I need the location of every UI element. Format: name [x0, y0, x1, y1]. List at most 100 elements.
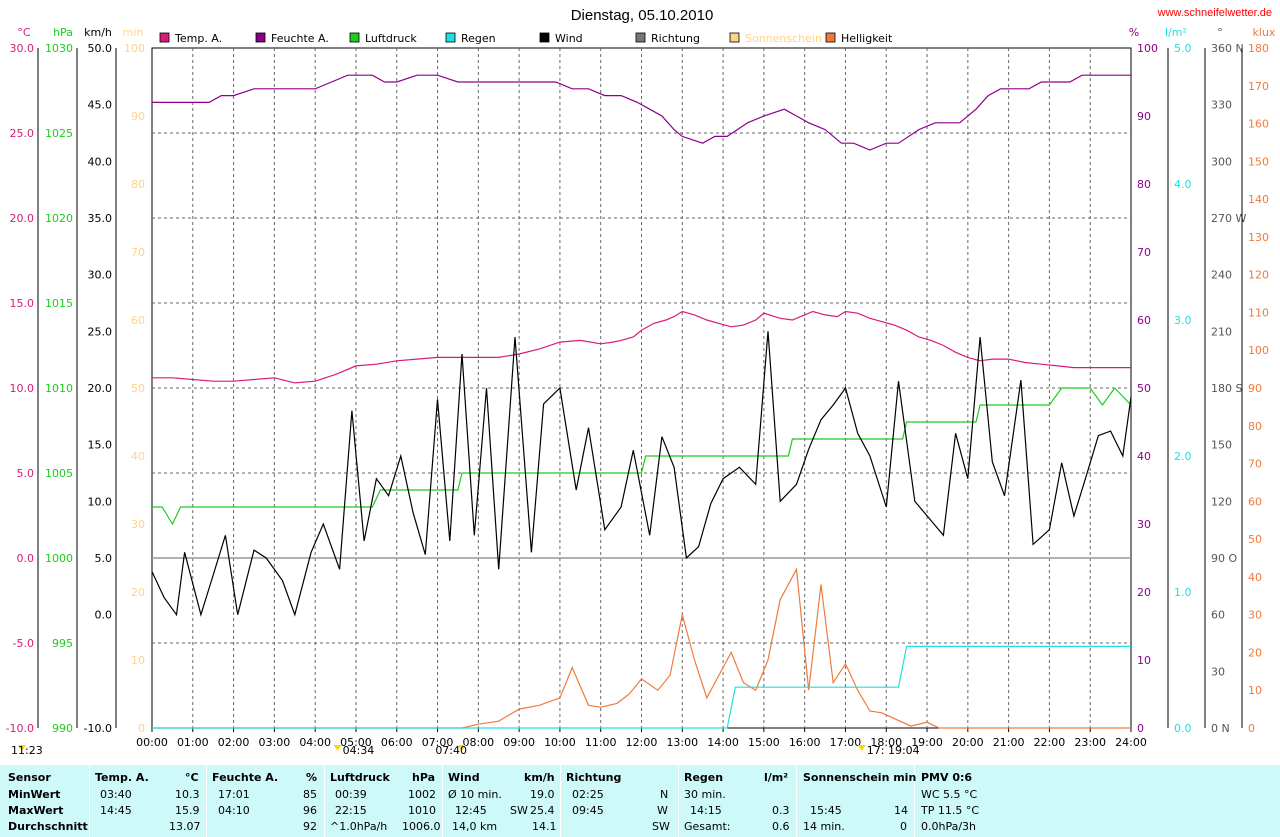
plot-area: 04:34 07:40 17: 19:04 11:23 [11, 74, 1132, 757]
pressure-line [152, 387, 1132, 526]
y-tick-label: 1000 [45, 552, 73, 565]
rain-interval: 30 min. [684, 788, 726, 801]
x-tick-label: 02:00 [218, 736, 250, 749]
event-marker [857, 745, 866, 751]
y-axis-unit: ° [1217, 26, 1223, 39]
y-axis-unit: hPa [53, 26, 73, 39]
y-tick-label: 40 [1137, 450, 1151, 463]
legend-label: Luftdruck [365, 32, 417, 45]
sunshine-total: 14 min. [803, 820, 845, 833]
humidity-max-time: 04:10 [218, 804, 250, 817]
pressure-max-time: 22:15 [335, 804, 367, 817]
y-tick-label: 240 [1211, 269, 1232, 282]
y-tick-label: 25.0 [88, 325, 113, 338]
wind-max-time: 12:45 [455, 804, 487, 817]
rain-max-time: 14:15 [690, 804, 722, 817]
y-tick-label: 10 [131, 654, 145, 667]
y-tick-label: 990 [52, 722, 73, 735]
pmv-wc: WC 5.5 °C [921, 788, 978, 801]
pressure-avg: 1006.0 [402, 820, 441, 833]
y-tick-label: 60 [1248, 495, 1262, 508]
y-tick-label: 30 [131, 518, 145, 531]
y-tick-label: 360 N [1211, 42, 1244, 55]
x-tick-label: 18:00 [870, 736, 902, 749]
legend-swatch [539, 32, 550, 43]
humidity-avg: 92 [303, 820, 317, 833]
legend-label: Regen [461, 32, 496, 45]
temp-min: 10.3 [175, 788, 200, 801]
y-tick-label: 120 [1248, 269, 1269, 282]
rain-unit: l/m² [764, 771, 789, 784]
y-axis-unit: min [123, 26, 144, 39]
y-axis-unit: km/h [84, 26, 112, 39]
y-axis-unit: °C [17, 26, 31, 39]
wind-distance: 14,0 km [452, 820, 498, 833]
legend-label: Helligkeit [841, 32, 893, 45]
rain-max: 0.3 [772, 804, 790, 817]
pmv-header: PMV 0:6 [921, 771, 973, 784]
temp-max: 15.9 [175, 804, 200, 817]
y-tick-label: 30 [1211, 665, 1225, 678]
event-marker [18, 745, 26, 751]
y-tick-label: 2.0 [1174, 450, 1192, 463]
x-tick-label: 14:00 [707, 736, 739, 749]
y-tick-label: 1.0 [1174, 586, 1192, 599]
y-tick-label: 100 [1137, 42, 1158, 55]
y-tick-label: 20.0 [10, 212, 35, 225]
x-tick-label: 03:00 [259, 736, 291, 749]
y-tick-label: 10 [1248, 684, 1262, 697]
site-link[interactable]: www.schneifelwetter.de [1157, 7, 1272, 19]
y-tick-label: 10.0 [10, 382, 35, 395]
x-tick-label: 12:00 [626, 736, 658, 749]
event-label: 04:34 [343, 744, 375, 757]
direction-avg: SW [652, 820, 670, 833]
y-tick-label: 40 [131, 450, 145, 463]
humidity-min-time: 17:01 [218, 788, 250, 801]
event-label: 07:40 [435, 744, 467, 757]
x-tick-label: 10:00 [544, 736, 576, 749]
x-tick-label: 04:00 [299, 736, 331, 749]
y-tick-label: 20 [131, 586, 145, 599]
legend-label: Sonnenschein [745, 32, 822, 45]
x-tick-label: 00:00 [136, 736, 168, 749]
y-tick-label: 90 O [1211, 552, 1237, 565]
rain-header: Regen [684, 771, 724, 784]
direction-header: Richtung [566, 771, 622, 784]
sunshine-header: Sonnenschein min [803, 771, 917, 784]
y-tick-label: 300 [1211, 155, 1232, 168]
y-tick-label: 70 [1137, 246, 1151, 259]
stats-table: Sensor MinWert MaxWert Durchschnitt Temp… [0, 765, 1280, 837]
pressure-unit: hPa [412, 771, 436, 784]
pmv-trend: 0.0hPa/3h [921, 820, 977, 833]
y-tick-label: 130 [1248, 231, 1269, 244]
wind-max: 25.4 [530, 804, 555, 817]
x-tick-label: 23:00 [1074, 736, 1106, 749]
y-tick-label: 80 [131, 178, 145, 191]
y-tick-label: 60 [1211, 609, 1225, 622]
wind-unit: km/h [524, 771, 555, 784]
x-tick-label: 09:00 [503, 736, 535, 749]
direction-max: W [657, 804, 668, 817]
row-label-min: MinWert [8, 788, 61, 801]
y-tick-label: 270 W [1211, 212, 1246, 225]
y-tick-label: 160 [1248, 118, 1269, 131]
y-tick-label: 50 [1248, 533, 1262, 546]
rain-line [152, 645, 1131, 729]
y-tick-label: 5.0 [1174, 42, 1192, 55]
y-tick-label: 110 [1248, 306, 1269, 319]
y-tick-label: 40 [1248, 571, 1262, 584]
direction-max-time: 09:45 [572, 804, 604, 817]
y-tick-label: 60 [131, 314, 145, 327]
y-tick-label: 0 [1248, 722, 1255, 735]
y-tick-label: -10.0 [6, 722, 34, 735]
x-tick-label: 20:00 [952, 736, 984, 749]
legend-swatch [445, 32, 456, 43]
legend-label: Temp. A. [174, 32, 222, 45]
y-tick-label: 40.0 [88, 155, 113, 168]
humidity-header: Feuchte A. [212, 771, 279, 784]
y-tick-label: 50 [131, 382, 145, 395]
y-tick-label: 170 [1248, 80, 1269, 93]
event-marker [333, 745, 342, 751]
y-tick-label: 140 [1248, 193, 1269, 206]
x-tick-label: 11:00 [585, 736, 617, 749]
